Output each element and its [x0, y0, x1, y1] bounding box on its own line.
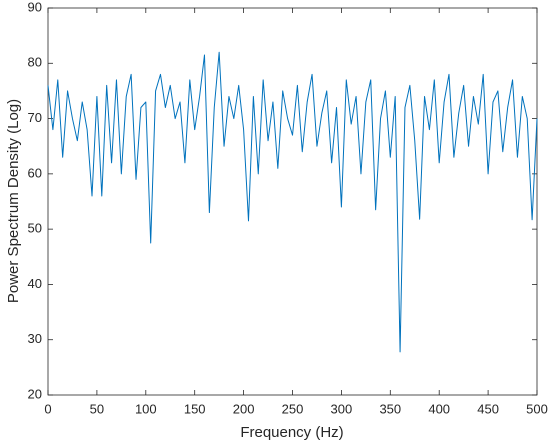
x-tick-label: 350	[379, 401, 401, 416]
x-tick-label: 300	[331, 401, 353, 416]
x-tick-label: 400	[428, 401, 450, 416]
y-tick-label: 60	[28, 165, 42, 180]
x-axis-label: Frequency (Hz)	[240, 424, 343, 441]
x-tick-label: 150	[184, 401, 206, 416]
x-tick-label: 450	[477, 401, 499, 416]
plot-box	[47, 7, 538, 396]
x-tick-label: 100	[135, 401, 157, 416]
y-tick-label: 80	[28, 55, 42, 70]
data-line	[47, 51, 538, 353]
y-tick-label: 70	[28, 110, 42, 125]
x-tick-label: 200	[233, 401, 255, 416]
x-tick-label: 250	[282, 401, 304, 416]
y-tick-label: 30	[28, 331, 42, 346]
y-tick-label: 50	[28, 221, 42, 236]
x-tick-label: 50	[90, 401, 104, 416]
y-tick-label: 40	[28, 276, 42, 291]
y-axis-label: Power Spectrum Density (Log)	[5, 99, 22, 303]
x-tick-label: 0	[44, 401, 51, 416]
y-tick-label: 90	[28, 0, 42, 14]
y-tick-label: 20	[28, 386, 42, 401]
x-tick-label: 500	[526, 401, 548, 416]
